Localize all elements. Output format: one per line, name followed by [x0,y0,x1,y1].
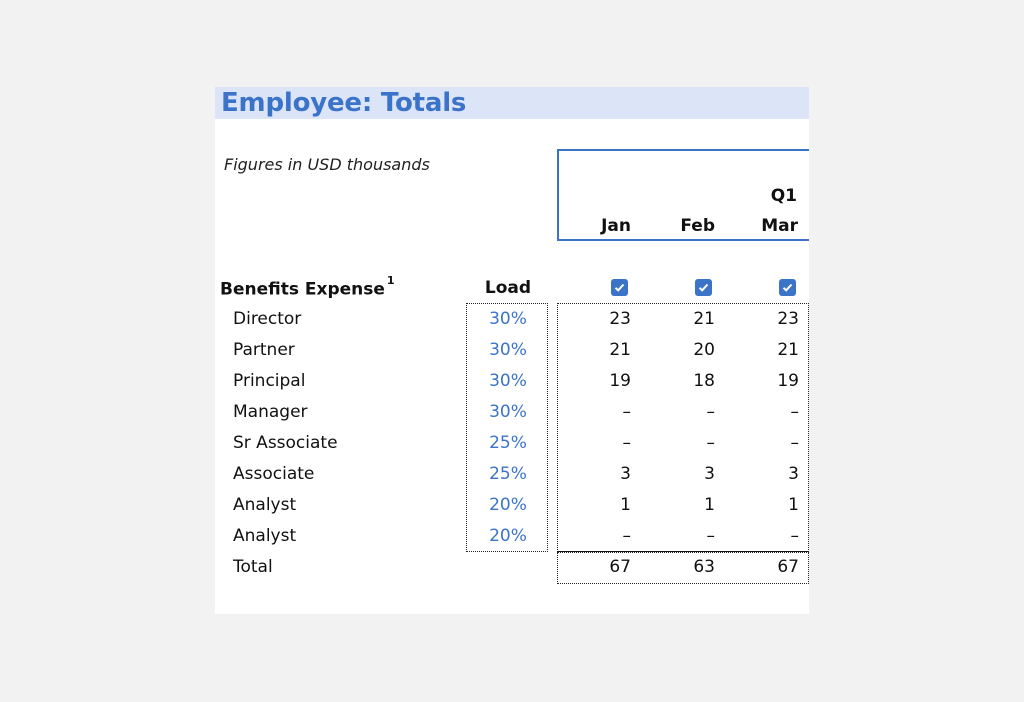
value-cell[interactable]: – [790,402,800,422]
total-separator [557,551,809,552]
value-cell[interactable]: 1 [704,495,715,515]
row-label: Sr Associate [233,433,338,453]
row-label: Associate [233,464,315,484]
load-cell[interactable]: 30% [489,340,527,360]
total-cell[interactable]: 63 [693,557,715,577]
checkmark-icon [782,283,793,292]
footnote-marker: 1 [386,274,395,287]
page-title: Employee: Totals [221,88,467,118]
row-label: Analyst [233,526,297,546]
section-label: Benefits Expense [220,279,385,300]
value-cell[interactable]: 19 [777,371,799,391]
row-label: Analyst [233,495,297,515]
month-header-jan: Jan [601,216,631,236]
value-cell[interactable]: – [790,526,800,546]
total-cell[interactable]: 67 [609,557,631,577]
value-cell[interactable]: 21 [693,309,715,329]
load-cell[interactable]: 25% [489,433,527,453]
value-cell[interactable]: 23 [777,309,799,329]
checkmark-icon [614,283,625,292]
month-header-feb: Feb [680,216,715,236]
value-cell[interactable]: 3 [788,464,799,484]
load-cell[interactable]: 20% [489,495,527,515]
load-input-range [466,303,548,552]
value-cell[interactable]: – [622,433,632,453]
month-checkbox-jan[interactable] [611,279,628,296]
total-cell[interactable]: 67 [777,557,799,577]
load-column-header: Load [484,278,532,298]
title-band: Employee: Totals [215,87,809,119]
value-cell[interactable]: 23 [609,309,631,329]
value-cell[interactable]: 3 [620,464,631,484]
value-cell[interactable]: 18 [693,371,715,391]
value-cell[interactable]: 1 [620,495,631,515]
load-cell[interactable]: 30% [489,309,527,329]
value-cell[interactable]: – [706,433,716,453]
month-checkbox-mar[interactable] [779,279,796,296]
row-label: Director [233,309,302,329]
load-cell[interactable]: 30% [489,371,527,391]
total-range [557,552,809,584]
value-cell[interactable]: 3 [704,464,715,484]
load-cell[interactable]: 20% [489,526,527,546]
row-label: Manager [233,402,308,422]
value-cell[interactable]: 1 [788,495,799,515]
section-heading: Benefits Expense 1 [220,274,395,300]
value-cell[interactable]: 21 [777,340,799,360]
value-cell[interactable]: 19 [609,371,631,391]
units-note: Figures in USD thousands [224,155,430,174]
row-label: Principal [233,371,306,391]
value-cell[interactable]: 20 [693,340,715,360]
value-cell[interactable]: – [622,402,632,422]
value-cell[interactable]: – [790,433,800,453]
month-checkbox-feb[interactable] [695,279,712,296]
value-cell[interactable]: – [622,526,632,546]
period-header-box [557,149,809,241]
value-cell[interactable]: – [706,402,716,422]
value-cell[interactable]: – [706,526,716,546]
load-cell[interactable]: 30% [489,402,527,422]
row-label: Partner [233,340,295,360]
spreadsheet-view: Employee: Totals Figures in USD thousand… [215,87,809,614]
total-label: Total [233,557,273,577]
load-cell[interactable]: 25% [489,464,527,484]
value-cell[interactable]: 21 [609,340,631,360]
month-header-mar: Mar [761,216,798,236]
quarter-label: Q1 [770,186,797,206]
checkmark-icon [698,283,709,292]
